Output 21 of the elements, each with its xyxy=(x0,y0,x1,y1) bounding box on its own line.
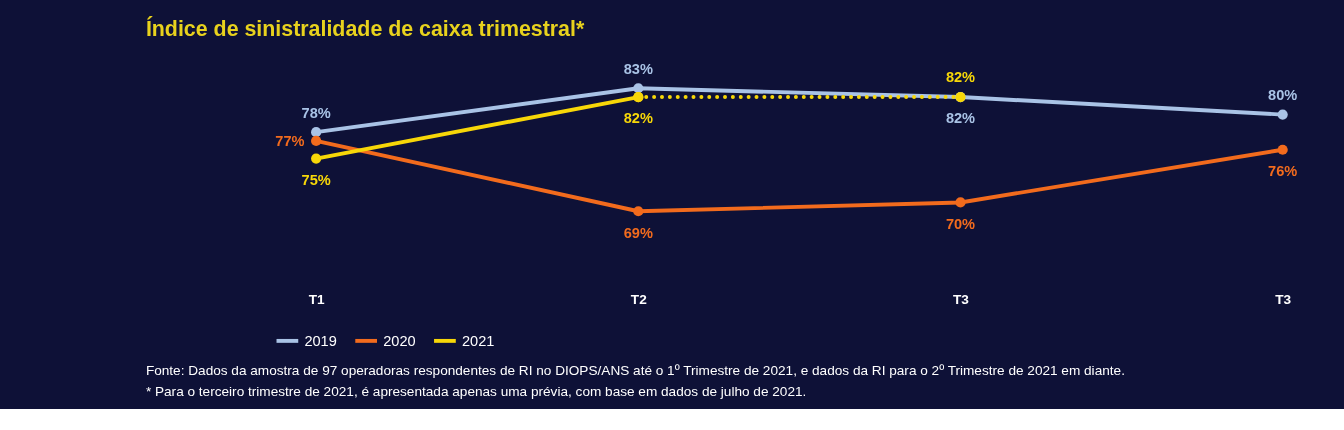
data-label: 82% xyxy=(623,110,653,127)
legend-label: 2019 xyxy=(304,332,337,349)
data-label: 70% xyxy=(945,215,976,232)
data-label: 69% xyxy=(623,224,653,241)
data-label: 78% xyxy=(301,104,331,121)
text: * Para o terceiro trimestre de 2021, é apresentada apenas uma prévia, com base em dados de julho de 2021. xyxy=(145,383,807,399)
data-label: 76% xyxy=(1268,163,1298,180)
x-tick-label: T2 xyxy=(630,291,648,307)
data-label: 75% xyxy=(301,171,331,188)
x-tick-label: T3 xyxy=(953,291,970,307)
legend-label: 2021 xyxy=(461,332,495,349)
legend-label: 2020 xyxy=(383,332,416,349)
x-tick-label: T1 xyxy=(308,291,325,307)
data-label: 83% xyxy=(623,60,653,77)
chart-title: Índice de sinistralidade de caixa trimestral* xyxy=(145,15,585,41)
x-tick-label: T3 xyxy=(1275,291,1292,307)
data-label: 82% xyxy=(945,69,976,86)
data-label: 82% xyxy=(945,110,976,127)
data-label: 80% xyxy=(1268,87,1298,104)
data-label: 77% xyxy=(275,132,305,149)
source-note: Fonte: Dados da amostra de 97 operadoras respondentes de RI no DIOPS/ANS até o 1º Trimestre de 2021, e dados da RI para o 2º Trimestre de 2021 em diante. xyxy=(145,363,1125,379)
